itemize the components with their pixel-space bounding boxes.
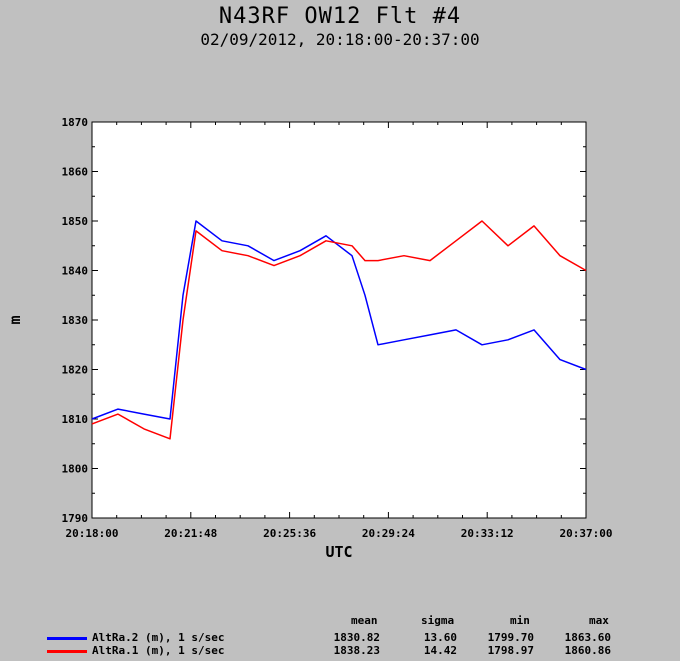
stats-sigma: 14.42 xyxy=(423,644,457,657)
y-tick-label: 1850 xyxy=(62,215,89,228)
y-tick-label: 1820 xyxy=(62,364,89,377)
stats-row: AltRa.2 (m), 1 s/sec 1830.82 13.60 1799.… xyxy=(0,631,680,644)
x-tick-label: 20:18:00 xyxy=(66,527,119,540)
legend-label: AltRa.2 (m), 1 s/sec xyxy=(92,631,225,644)
stats-header-mean: mean xyxy=(351,614,378,627)
series-line-1 xyxy=(91,220,587,420)
stats-header-max: max xyxy=(589,614,609,627)
line-chart: 1790 1800 1810 1820 1830 1840 1850 1860 1870 20:1… xyxy=(6,116,613,561)
series-line-2 xyxy=(91,220,587,440)
legend-swatch-blue xyxy=(47,637,87,640)
x-axis-label: UTC xyxy=(325,543,352,561)
legend-swatch-red xyxy=(47,650,87,653)
stats-row: AltRa.1 (m), 1 s/sec 1838.23 14.42 1798.… xyxy=(0,644,680,657)
y-tick-label: 1840 xyxy=(62,265,89,278)
y-tick-label: 1800 xyxy=(62,463,89,476)
stats-min: 1799.70 xyxy=(487,631,534,644)
y-tick-label: 1810 xyxy=(62,413,89,426)
stats-min: 1798.97 xyxy=(487,644,534,657)
x-tick-label: 20:37:00 xyxy=(560,527,613,540)
y-tick-label: 1830 xyxy=(62,314,89,327)
y-tick-label: 1790 xyxy=(62,512,89,525)
legend-label: AltRa.1 (m), 1 s/sec xyxy=(92,644,225,657)
stats-header-sigma: sigma xyxy=(421,614,455,627)
chart-subtitle: 02/09/2012, 20:18:00-20:37:00 xyxy=(200,30,480,49)
stats-max: 1863.60 xyxy=(564,631,611,644)
chart-title: N43RF OW12 Flt #4 xyxy=(218,4,462,29)
y-tick-label: 1860 xyxy=(62,166,89,179)
stats-mean: 1830.82 xyxy=(333,631,380,644)
y-tick-label: 1870 xyxy=(62,116,89,129)
plot-area xyxy=(91,121,587,519)
y-axis-label: m xyxy=(6,315,24,324)
stats-max: 1860.86 xyxy=(564,644,611,657)
x-tick-label: 20:33:12 xyxy=(461,527,514,540)
x-tick-label: 20:29:24 xyxy=(362,527,415,540)
stats-header-min: min xyxy=(510,614,530,627)
x-tick-label: 20:21:48 xyxy=(164,527,217,540)
stats-mean: 1838.23 xyxy=(333,644,380,657)
stats-sigma: 13.60 xyxy=(423,631,457,644)
x-tick-label: 20:25:36 xyxy=(263,527,316,540)
